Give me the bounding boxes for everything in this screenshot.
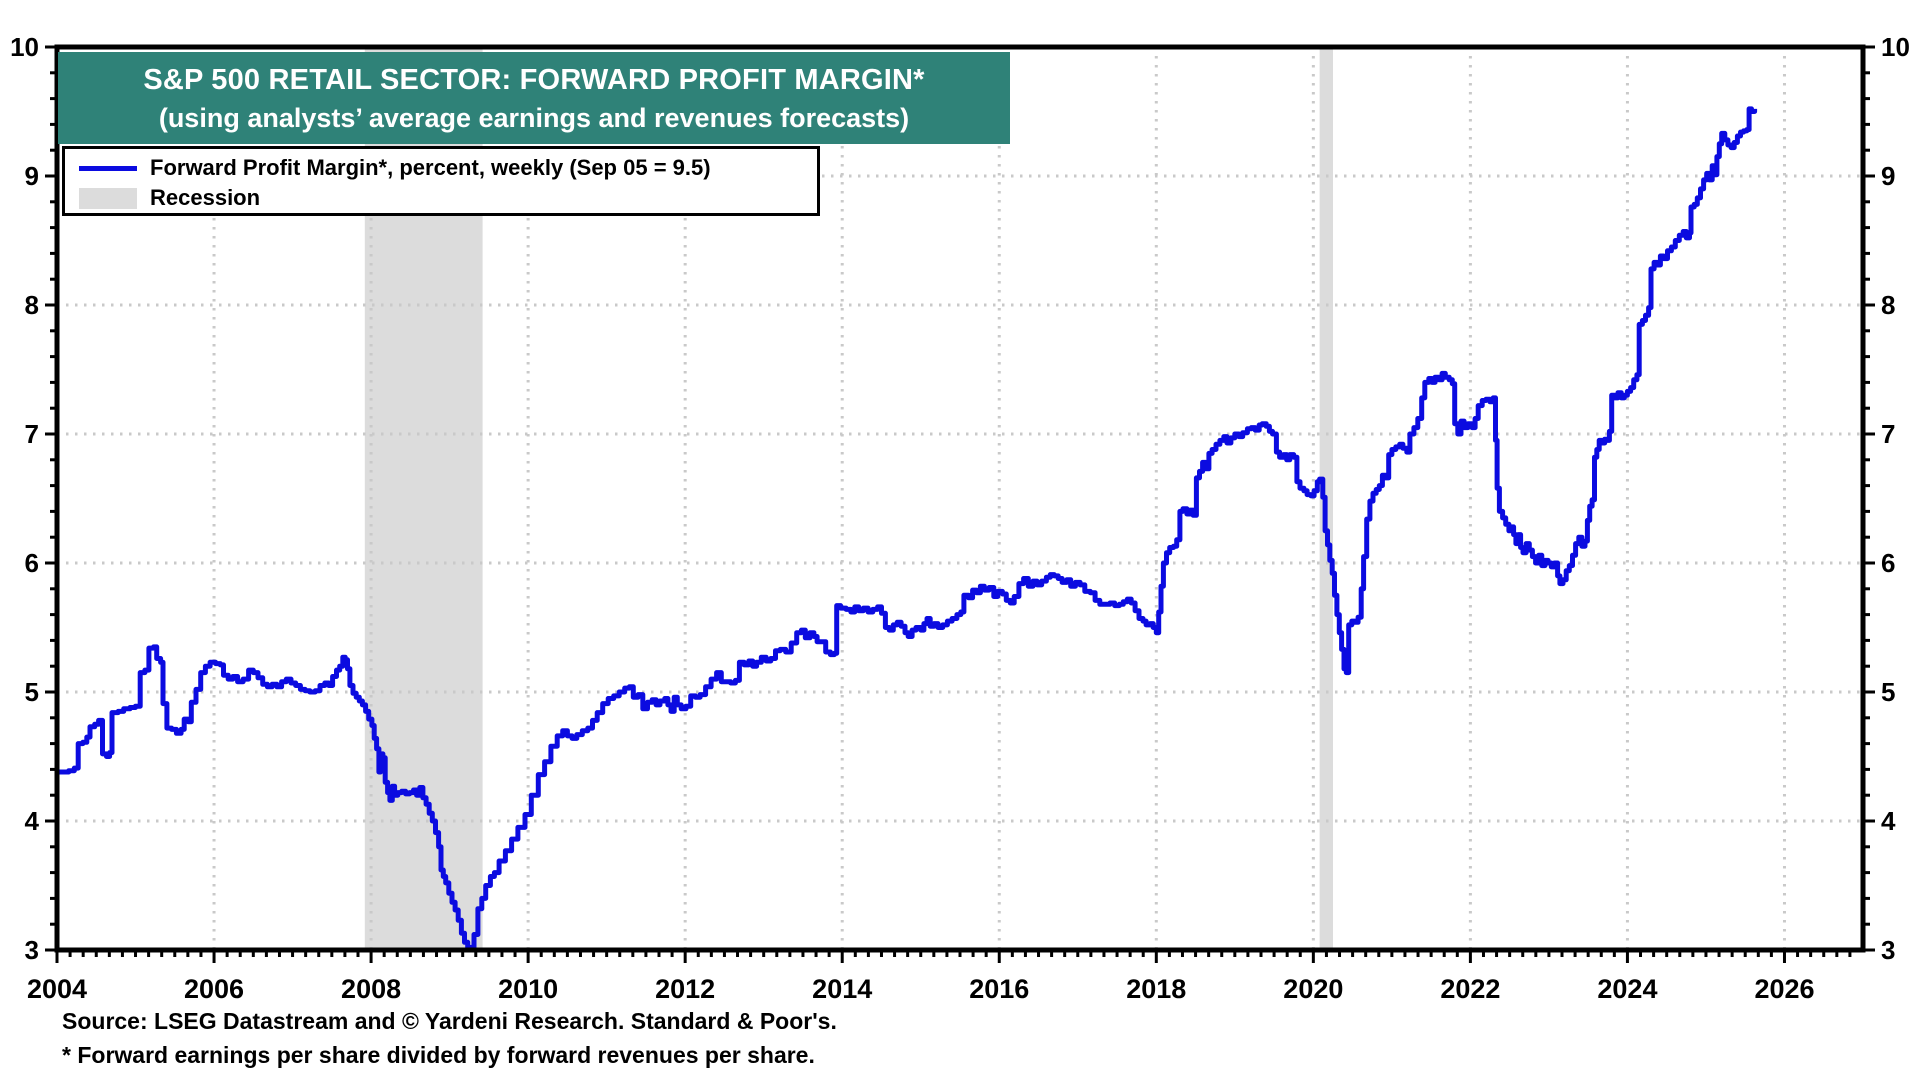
svg-text:2018: 2018 bbox=[1126, 974, 1186, 1004]
svg-text:9: 9 bbox=[1881, 161, 1895, 191]
svg-text:2004: 2004 bbox=[27, 974, 87, 1004]
svg-text:7: 7 bbox=[1881, 419, 1895, 449]
source-note: Source: LSEG Datastream and © Yardeni Re… bbox=[62, 1008, 837, 1034]
svg-text:2016: 2016 bbox=[969, 974, 1029, 1004]
svg-text:10: 10 bbox=[1881, 32, 1910, 62]
svg-text:9: 9 bbox=[25, 161, 39, 191]
chart-subtitle: (using analysts’ average earnings and re… bbox=[158, 103, 910, 133]
svg-text:2014: 2014 bbox=[812, 974, 872, 1004]
svg-text:2012: 2012 bbox=[655, 974, 715, 1004]
legend-row-recession: Recession bbox=[79, 183, 817, 213]
svg-text:4: 4 bbox=[1881, 806, 1896, 836]
legend-row-series: Forward Profit Margin*, percent, weekly … bbox=[79, 153, 817, 183]
chart-title-box: S&P 500 RETAIL SECTOR: FORWARD PROFIT MA… bbox=[58, 52, 1010, 144]
legend-series-label: Forward Profit Margin*, percent, weekly … bbox=[150, 155, 711, 180]
svg-text:10: 10 bbox=[10, 32, 39, 62]
svg-text:8: 8 bbox=[25, 290, 39, 320]
svg-text:4: 4 bbox=[25, 806, 40, 836]
gridlines bbox=[57, 47, 1863, 950]
svg-text:7: 7 bbox=[25, 419, 39, 449]
svg-text:2020: 2020 bbox=[1283, 974, 1343, 1004]
svg-text:3: 3 bbox=[25, 935, 39, 965]
svg-text:8: 8 bbox=[1881, 290, 1895, 320]
svg-text:2010: 2010 bbox=[498, 974, 558, 1004]
svg-text:6: 6 bbox=[1881, 548, 1895, 578]
svg-text:2024: 2024 bbox=[1597, 974, 1657, 1004]
axis-ticks bbox=[45, 45, 1875, 963]
svg-text:2008: 2008 bbox=[341, 974, 401, 1004]
legend-recession-swatch bbox=[79, 187, 137, 209]
profit-margin-line bbox=[57, 106, 1758, 952]
svg-text:2026: 2026 bbox=[1754, 974, 1814, 1004]
svg-text:5: 5 bbox=[1881, 677, 1895, 707]
svg-text:2022: 2022 bbox=[1440, 974, 1500, 1004]
chart-legend: Forward Profit Margin*, percent, weekly … bbox=[62, 146, 820, 216]
legend-recession-label: Recession bbox=[150, 185, 261, 210]
axis-labels: 3 3 4 4 5 5 6 6 7 7 8 8 9 9 10 10 2004 2006 2008 2010 2012 20… bbox=[10, 32, 1910, 1004]
legend-line-swatch bbox=[79, 165, 137, 171]
chart-title: S&P 500 RETAIL SECTOR: FORWARD PROFIT MA… bbox=[143, 64, 925, 96]
footnote: * Forward earnings per share divided by … bbox=[62, 1042, 815, 1068]
svg-text:6: 6 bbox=[25, 548, 39, 578]
svg-text:5: 5 bbox=[25, 677, 39, 707]
svg-text:2006: 2006 bbox=[184, 974, 244, 1004]
svg-text:3: 3 bbox=[1881, 935, 1895, 965]
